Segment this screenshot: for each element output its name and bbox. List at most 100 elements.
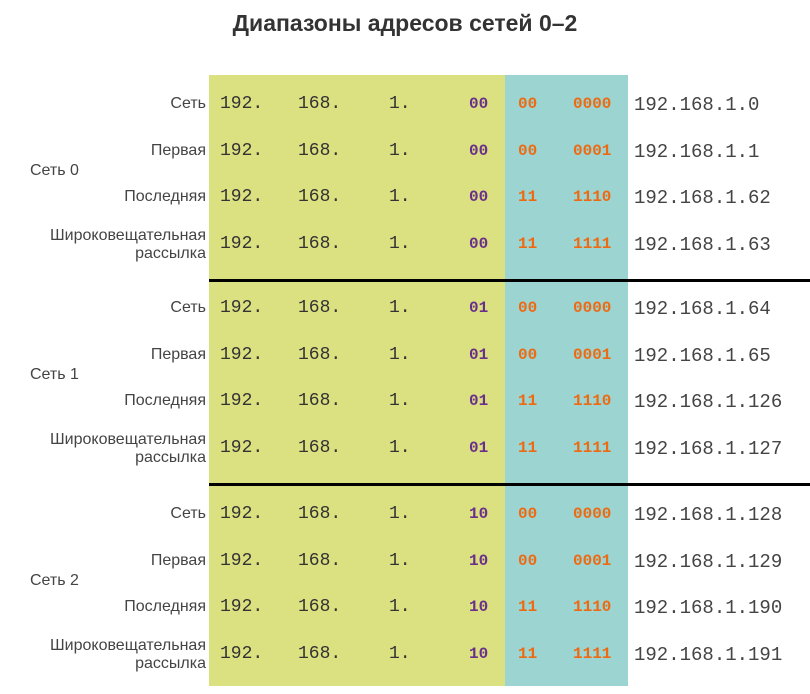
subnet-bits: 01 (469, 392, 489, 410)
octet-3: 1. (389, 391, 411, 411)
address-row: Сеть 192. 168. 1. 01 00 0000 192.168.1.64 (0, 288, 810, 328)
decimal-address: 192.168.1.191 (634, 644, 783, 666)
octet-2: 168. (298, 597, 342, 617)
octet-1: 192. (220, 345, 264, 365)
subnet-bits: 00 (469, 188, 489, 206)
row-type-line1: Широковещательная (50, 227, 206, 244)
host-bits-low: 1110 (573, 188, 612, 206)
row-type-label: Первая (150, 346, 206, 363)
row-type-label: Сеть (170, 95, 206, 112)
address-row: Последняя 192. 168. 1. 00 11 1110 192.168.1.62 (0, 177, 810, 217)
octet-2: 168. (298, 298, 342, 318)
octet-1: 192. (220, 551, 264, 571)
octet-3: 1. (389, 94, 411, 114)
row-type-line2: рассылка (135, 655, 206, 672)
address-row: Широковещательная рассылка 192. 168. 1. 01 11 1… (0, 428, 810, 468)
octet-2: 168. (298, 141, 342, 161)
host-bits-low: 1110 (573, 392, 612, 410)
row-type-label: Первая (150, 552, 206, 569)
row-type-label: Первая (150, 142, 206, 159)
network-divider (209, 483, 810, 486)
decimal-address: 192.168.1.128 (634, 504, 783, 526)
host-bits-low: 1111 (573, 439, 612, 457)
row-type-label: Широковещательная рассылка (50, 227, 206, 263)
octet-1: 192. (220, 141, 264, 161)
host-bits-low: 1111 (573, 645, 612, 663)
host-bits-high: 00 (518, 552, 538, 570)
decimal-address: 192.168.1.65 (634, 345, 771, 367)
row-type-label: Сеть (170, 299, 206, 316)
octet-3: 1. (389, 298, 411, 318)
octet-3: 1. (389, 141, 411, 161)
host-bits-high: 00 (518, 505, 538, 523)
row-type-label: Последняя (124, 392, 206, 409)
host-bits-low: 0000 (573, 95, 612, 113)
address-row: Последняя 192. 168. 1. 01 11 1110 192.168.1.126 (0, 381, 810, 421)
address-row: Сеть 192. 168. 1. 00 00 0000 192.168.1.0 (0, 84, 810, 124)
row-type-label: Последняя (124, 598, 206, 615)
decimal-address: 192.168.1.129 (634, 551, 783, 573)
host-bits-high: 11 (518, 188, 538, 206)
octet-1: 192. (220, 504, 264, 524)
octet-1: 192. (220, 298, 264, 318)
network-label: Сеть 0 (30, 162, 79, 179)
host-bits-low: 0000 (573, 505, 612, 523)
octet-2: 168. (298, 345, 342, 365)
decimal-address: 192.168.1.0 (634, 94, 760, 116)
host-bits-high: 00 (518, 346, 538, 364)
octet-3: 1. (389, 644, 411, 664)
host-bits-low: 0000 (573, 299, 612, 317)
host-bits-high: 11 (518, 645, 538, 663)
octet-2: 168. (298, 391, 342, 411)
address-row: Первая 192. 168. 1. 00 00 0001 192.168.1.1 (0, 131, 810, 171)
subnet-bits: 01 (469, 299, 489, 317)
address-row: Первая 192. 168. 1. 10 00 0001 192.168.1.129 (0, 541, 810, 581)
network-divider (209, 279, 810, 282)
octet-1: 192. (220, 644, 264, 664)
host-bits-high: 00 (518, 142, 538, 160)
decimal-address: 192.168.1.64 (634, 298, 771, 320)
address-row: Широковещательная рассылка 192. 168. 1. 00 11 1… (0, 224, 810, 264)
subnet-bits: 00 (469, 142, 489, 160)
row-type-label: Широковещательная рассылка (50, 637, 206, 673)
octet-3: 1. (389, 234, 411, 254)
subnet-bits: 01 (469, 346, 489, 364)
address-row: Первая 192. 168. 1. 01 00 0001 192.168.1.65 (0, 335, 810, 375)
host-bits-high: 00 (518, 95, 538, 113)
network-portion-background (209, 75, 505, 686)
octet-1: 192. (220, 438, 264, 458)
host-bits-high: 11 (518, 392, 538, 410)
row-type-label: Последняя (124, 188, 206, 205)
octet-2: 168. (298, 438, 342, 458)
host-bits-high: 00 (518, 299, 538, 317)
octet-2: 168. (298, 504, 342, 524)
octet-1: 192. (220, 234, 264, 254)
octet-2: 168. (298, 94, 342, 114)
decimal-address: 192.168.1.127 (634, 438, 783, 460)
host-bits-low: 0001 (573, 552, 612, 570)
subnet-bits: 01 (469, 439, 489, 457)
octet-2: 168. (298, 234, 342, 254)
row-type-line1: Широковещательная (50, 431, 206, 448)
row-type-line2: рассылка (135, 245, 206, 262)
octet-3: 1. (389, 551, 411, 571)
address-row: Сеть 192. 168. 1. 10 00 0000 192.168.1.128 (0, 494, 810, 534)
octet-3: 1. (389, 438, 411, 458)
subnet-bits: 10 (469, 505, 489, 523)
row-type-label: Широковещательная рассылка (50, 431, 206, 467)
host-bits-high: 11 (518, 598, 538, 616)
octet-3: 1. (389, 504, 411, 524)
decimal-address: 192.168.1.1 (634, 141, 760, 163)
host-bits-low: 1111 (573, 235, 612, 253)
decimal-address: 192.168.1.126 (634, 391, 783, 413)
octet-1: 192. (220, 391, 264, 411)
row-type-label: Сеть (170, 505, 206, 522)
host-bits-high: 11 (518, 235, 538, 253)
host-bits-high: 11 (518, 439, 538, 457)
subnet-bits: 10 (469, 552, 489, 570)
host-portion-background (505, 75, 628, 686)
decimal-address: 192.168.1.190 (634, 597, 783, 619)
decimal-address: 192.168.1.62 (634, 187, 771, 209)
decimal-address: 192.168.1.63 (634, 234, 771, 256)
address-row: Широковещательная рассылка 192. 168. 1. 10 11 1… (0, 634, 810, 674)
